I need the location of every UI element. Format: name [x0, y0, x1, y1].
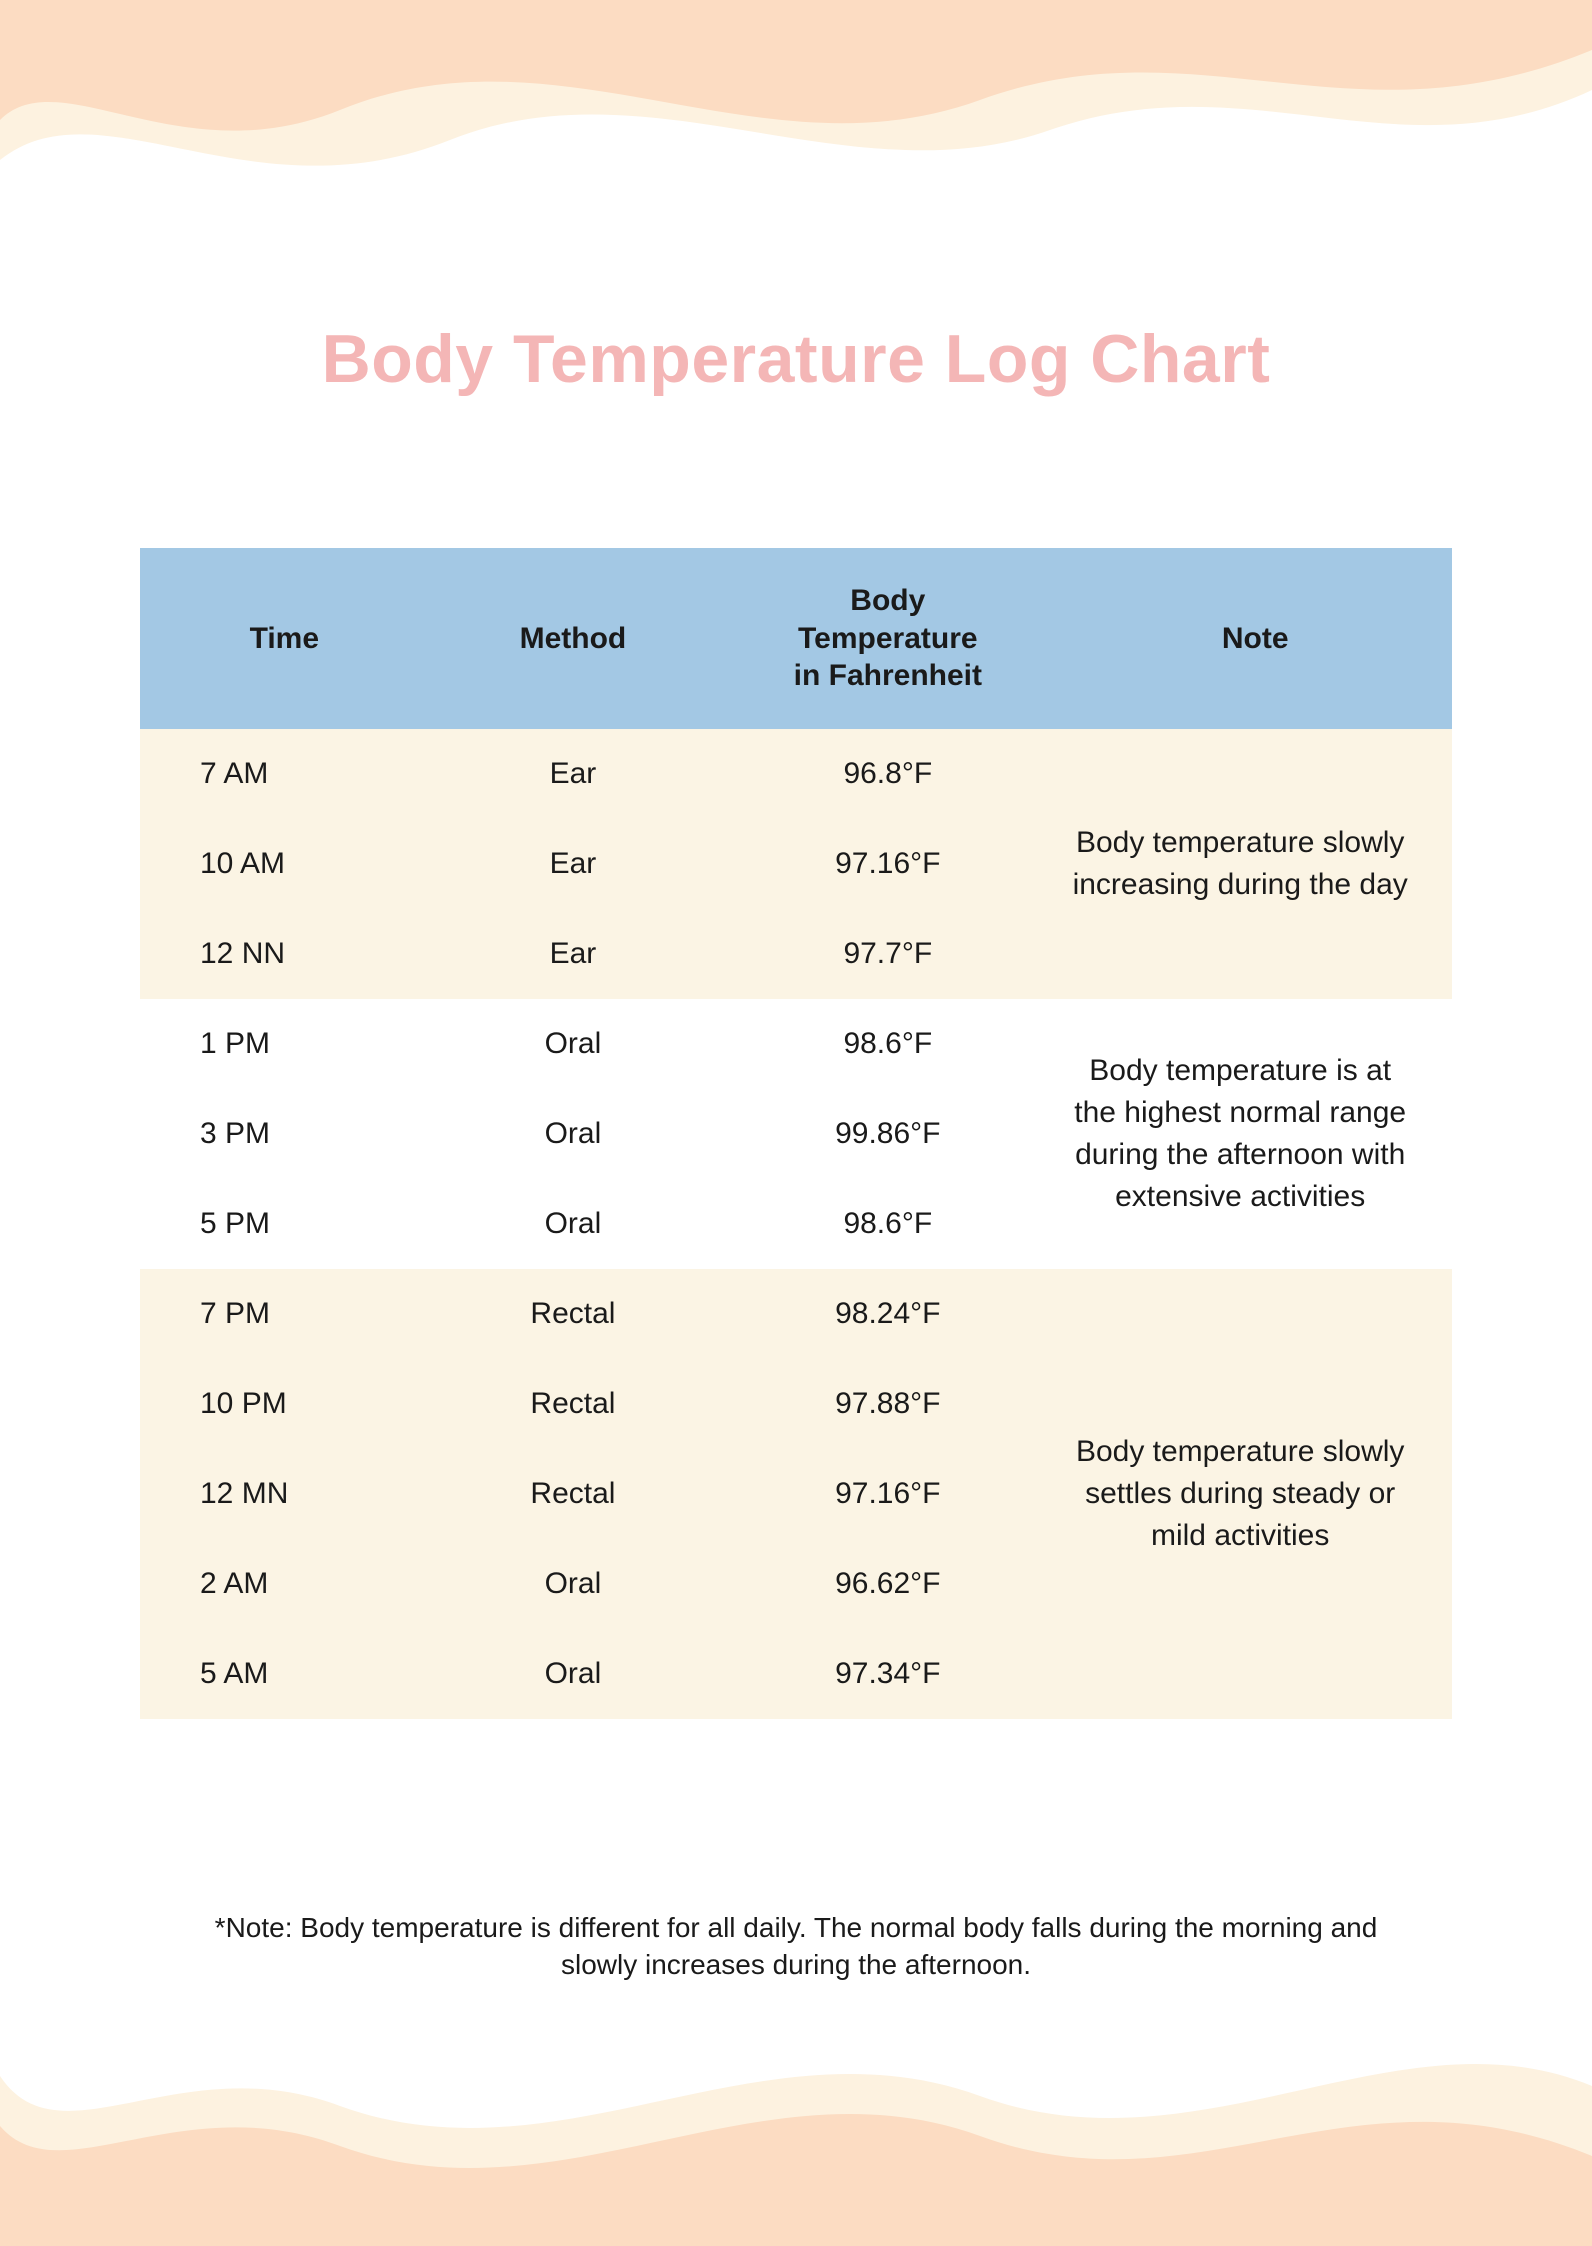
- time-cell: 12 MN: [140, 1449, 429, 1539]
- time-cell: 1 PM: [140, 999, 429, 1089]
- time-cell: 5 PM: [140, 1179, 429, 1269]
- temperature-table-container: TimeMethodBodyTemperaturein FahrenheitNo…: [140, 548, 1452, 1719]
- column-header: Time: [140, 548, 429, 729]
- time-cell: 10 PM: [140, 1359, 429, 1449]
- table-row: 7 PMRectal98.24°FBody temperature slowly…: [140, 1269, 1452, 1359]
- decorative-wave-bottom: [0, 1966, 1592, 2246]
- temperature-cell: 97.16°F: [717, 1449, 1058, 1539]
- time-cell: 10 AM: [140, 819, 429, 909]
- method-cell: Oral: [429, 1539, 718, 1629]
- method-cell: Oral: [429, 1629, 718, 1719]
- column-header: Note: [1058, 548, 1452, 729]
- temperature-cell: 97.16°F: [717, 819, 1058, 909]
- method-cell: Oral: [429, 1179, 718, 1269]
- time-cell: 5 AM: [140, 1629, 429, 1719]
- method-cell: Oral: [429, 1089, 718, 1179]
- time-cell: 3 PM: [140, 1089, 429, 1179]
- note-cell: Body temperature is at the highest norma…: [1058, 999, 1452, 1269]
- table-row: 1 PMOral98.6°FBody temperature is at the…: [140, 999, 1452, 1089]
- table-header-row: TimeMethodBodyTemperaturein FahrenheitNo…: [140, 548, 1452, 729]
- method-cell: Rectal: [429, 1269, 718, 1359]
- temperature-cell: 98.6°F: [717, 999, 1058, 1089]
- time-cell: 12 NN: [140, 909, 429, 999]
- time-cell: 7 PM: [140, 1269, 429, 1359]
- temperature-cell: 99.86°F: [717, 1089, 1058, 1179]
- note-cell: Body temperature slowly settles during s…: [1058, 1269, 1452, 1719]
- table-row: 7 AMEar96.8°FBody temperature slowly inc…: [140, 729, 1452, 819]
- method-cell: Ear: [429, 909, 718, 999]
- method-cell: Ear: [429, 729, 718, 819]
- temperature-cell: 97.88°F: [717, 1359, 1058, 1449]
- method-cell: Oral: [429, 999, 718, 1089]
- temperature-cell: 96.62°F: [717, 1539, 1058, 1629]
- column-header: Method: [429, 548, 718, 729]
- temperature-cell: 98.24°F: [717, 1269, 1058, 1359]
- temperature-cell: 97.7°F: [717, 909, 1058, 999]
- time-cell: 2 AM: [140, 1539, 429, 1629]
- temperature-cell: 97.34°F: [717, 1629, 1058, 1719]
- temperature-cell: 98.6°F: [717, 1179, 1058, 1269]
- footnote-text: *Note: Body temperature is different for…: [140, 1909, 1452, 1985]
- method-cell: Rectal: [429, 1449, 718, 1539]
- method-cell: Ear: [429, 819, 718, 909]
- method-cell: Rectal: [429, 1359, 718, 1449]
- temperature-table: TimeMethodBodyTemperaturein FahrenheitNo…: [140, 548, 1452, 1719]
- column-header: BodyTemperaturein Fahrenheit: [717, 548, 1058, 729]
- time-cell: 7 AM: [140, 729, 429, 819]
- page-title: Body Temperature Log Chart: [140, 320, 1452, 398]
- note-cell: Body temperature slowly increasing durin…: [1058, 729, 1452, 999]
- temperature-cell: 96.8°F: [717, 729, 1058, 819]
